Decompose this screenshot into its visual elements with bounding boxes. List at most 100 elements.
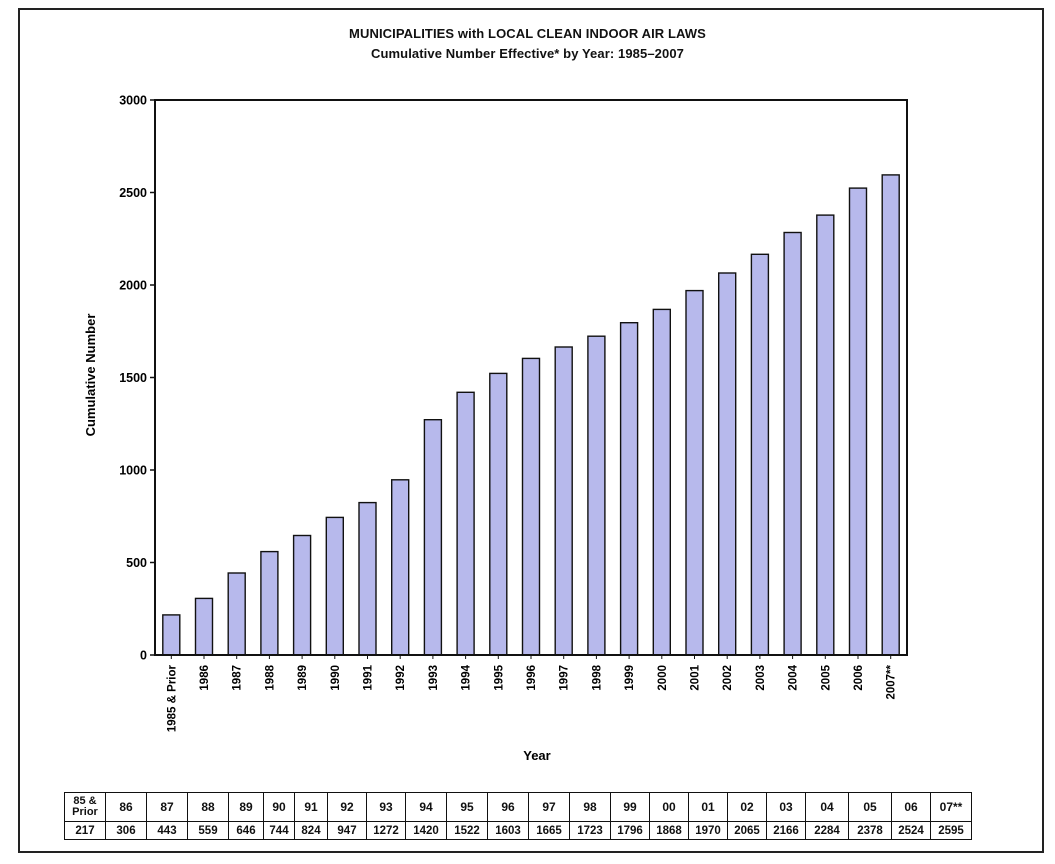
table-value-cell: 559	[187, 821, 229, 840]
bar	[391, 479, 410, 656]
table-value-cell: 744	[263, 821, 295, 840]
x-tick-label: 1987	[232, 665, 244, 691]
x-tick-label: 2003	[755, 665, 767, 691]
table-value-cell: 2378	[848, 821, 892, 840]
bar	[325, 516, 344, 656]
bar	[587, 335, 606, 656]
table-value-cell: 306	[105, 821, 147, 840]
bar	[652, 308, 671, 656]
y-tick-label: 0	[140, 649, 147, 663]
table-value-cell: 443	[146, 821, 188, 840]
bar	[423, 419, 443, 656]
bar	[521, 357, 541, 656]
x-tick-label: 1995	[493, 664, 505, 690]
bar	[194, 597, 214, 656]
table-header-cell: 88	[187, 792, 229, 822]
x-tick-label: 1991	[363, 664, 375, 690]
table-value-cell: 1522	[446, 821, 488, 840]
table-value-cell: 1420	[405, 821, 447, 840]
table-value-cell: 1970	[688, 821, 728, 840]
table-header-cell: 04	[805, 792, 849, 822]
bar	[292, 534, 312, 656]
table-value-cell: 2284	[805, 821, 849, 840]
x-tick-label: 1998	[591, 664, 603, 690]
bar	[162, 614, 181, 656]
data-table: 85 & Prior 86 87 88 89 90 91 92 93 94 95 96 97 98 99 00…	[64, 792, 972, 840]
x-tick-label: 2001	[690, 664, 702, 690]
x-tick-label: 1994	[461, 664, 473, 690]
table-value-cell: 2595	[930, 821, 972, 840]
table-header-cell: 03	[766, 792, 806, 822]
table-header-cell: 91	[294, 792, 328, 822]
table-header-cell: 93	[366, 792, 406, 822]
table-header-cell: 92	[327, 792, 367, 822]
x-tick-label: 1997	[559, 665, 571, 691]
bar-chart: 1985 & Prior 1986 1987 1988 1989 1990 1991 1992…	[83, 94, 908, 763]
x-tick-label: 1985 & Prior	[166, 664, 178, 732]
bar	[750, 253, 770, 656]
table-value-cell: 1665	[528, 821, 570, 840]
bar	[816, 214, 835, 656]
x-axis-label: Year	[523, 748, 550, 763]
bar	[456, 391, 475, 656]
bar	[554, 346, 573, 656]
y-tick-label: 3000	[119, 94, 147, 108]
table-header-cell: 00	[649, 792, 689, 822]
table-value-cell: 646	[228, 821, 264, 840]
y-tick-label: 500	[126, 556, 147, 570]
x-tick-label: 1986	[199, 665, 211, 691]
table-header-cell: 90	[263, 792, 295, 822]
table-header-cell: 06	[891, 792, 931, 822]
table-value-cell: 1723	[569, 821, 611, 840]
x-tick-label: 2004	[788, 664, 800, 690]
bar	[685, 289, 704, 656]
x-tick-label: 2000	[657, 665, 669, 691]
table-header-cell: 94	[405, 792, 447, 822]
x-tick-label: 1996	[526, 665, 538, 691]
x-tick-label: 1993	[428, 665, 440, 691]
x-tick-label: 1990	[330, 665, 342, 691]
bar	[783, 231, 802, 656]
bar	[227, 572, 246, 656]
table-value-cell: 824	[294, 821, 328, 840]
bar	[848, 187, 868, 656]
table-header-cell: 96	[487, 792, 529, 822]
x-tick-label: 2005	[820, 664, 832, 690]
bar	[619, 322, 639, 656]
table-value-cell: 2166	[766, 821, 806, 840]
table-header-cell: 05	[848, 792, 892, 822]
table-value-cell: 1868	[649, 821, 689, 840]
table-header-cell: 01	[688, 792, 728, 822]
table-value-cell: 217	[64, 821, 106, 840]
table-header-row: 85 & Prior 86 87 88 89 90 91 92 93 94 95 96 97 98 99 00…	[64, 792, 972, 822]
bar	[718, 272, 737, 656]
x-tick-label: 2002	[722, 665, 734, 691]
y-tick-label: 2000	[119, 279, 147, 293]
table-header-cell: 85 & Prior	[64, 792, 106, 822]
table-header-cell: 87	[146, 792, 188, 822]
table-header-cell: 86	[105, 792, 147, 822]
x-tick-label: 1992	[395, 665, 407, 691]
table-value-cell: 1796	[610, 821, 650, 840]
table-header-cell: 07**	[930, 792, 972, 822]
table-header-cell: 98	[569, 792, 611, 822]
table-header-cell: 89	[228, 792, 264, 822]
y-tick-label: 1000	[119, 464, 147, 478]
x-tick-label: 2007**	[886, 664, 898, 699]
table-value-row: 217 306 443 559 646 744 824 947 1272 1420 1522 1603…	[64, 821, 972, 840]
table-header-cell: 95	[446, 792, 488, 822]
bar	[358, 501, 377, 656]
y-tick-label: 1500	[119, 371, 147, 385]
bar	[489, 372, 508, 656]
table-header-cell: 97	[528, 792, 570, 822]
table-header-cell: 02	[727, 792, 767, 822]
x-tick-label: 1989	[297, 665, 309, 691]
bar	[260, 550, 279, 656]
table-value-cell: 947	[327, 821, 367, 840]
chart-subtitle: Cumulative Number Effective* by Year: 19…	[370, 46, 684, 61]
x-tick-label: 2006	[853, 665, 865, 691]
y-tick-label: 2500	[119, 186, 147, 200]
table-value-cell: 1272	[366, 821, 406, 840]
x-tick-label: 1999	[624, 665, 636, 691]
x-tick-label: 1988	[264, 664, 276, 690]
